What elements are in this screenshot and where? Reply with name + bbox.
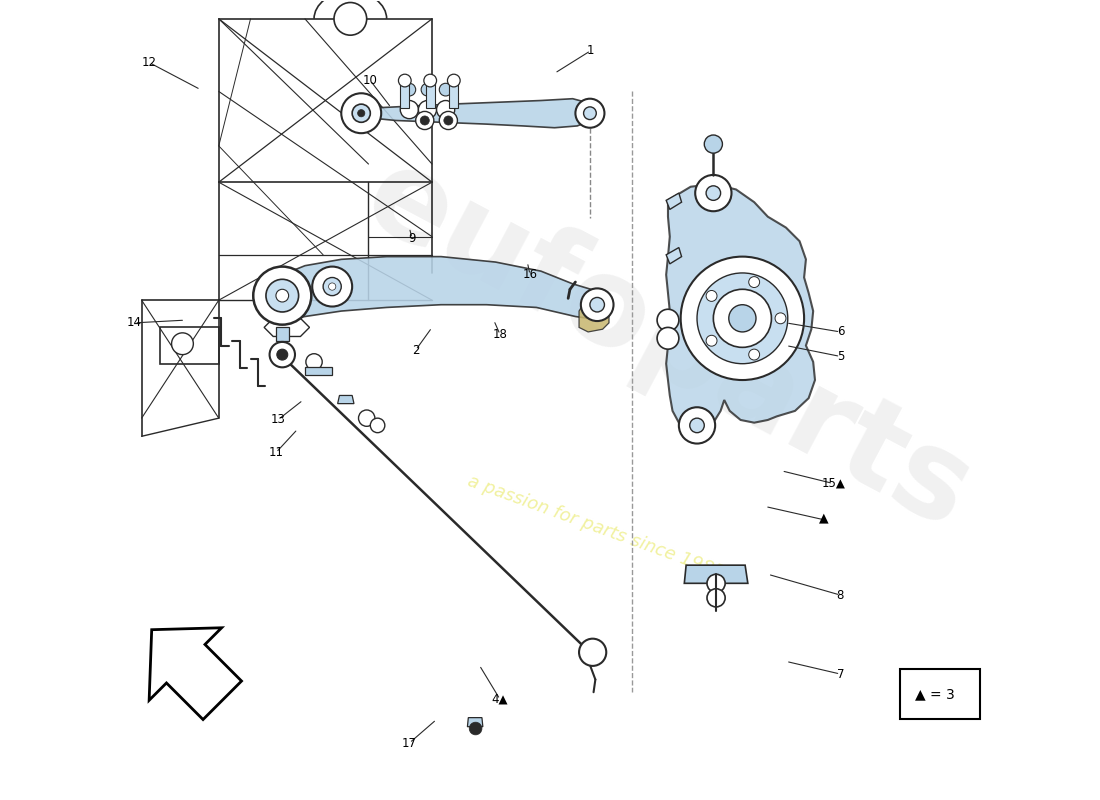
Circle shape: [706, 290, 717, 302]
Circle shape: [679, 407, 715, 443]
Circle shape: [681, 257, 804, 380]
Text: 17: 17: [402, 737, 417, 750]
Circle shape: [323, 278, 341, 296]
Circle shape: [448, 74, 460, 87]
Circle shape: [581, 288, 614, 321]
Circle shape: [575, 98, 605, 128]
Text: 2: 2: [411, 343, 419, 357]
Circle shape: [707, 589, 725, 607]
Circle shape: [657, 327, 679, 349]
Text: 7: 7: [837, 667, 844, 681]
Text: 4▲: 4▲: [492, 693, 508, 706]
Text: 12: 12: [142, 56, 156, 69]
Circle shape: [270, 342, 295, 367]
Polygon shape: [449, 81, 459, 108]
Text: 18: 18: [493, 328, 507, 341]
Text: eufoparts: eufoparts: [345, 137, 991, 554]
Polygon shape: [276, 327, 288, 341]
Circle shape: [584, 107, 596, 119]
Circle shape: [579, 638, 606, 666]
FancyBboxPatch shape: [900, 669, 980, 719]
Polygon shape: [305, 367, 332, 374]
Text: 14: 14: [126, 316, 142, 330]
Polygon shape: [150, 628, 242, 719]
Text: ▲ = 3: ▲ = 3: [915, 687, 955, 701]
Circle shape: [470, 722, 482, 735]
Text: 16: 16: [522, 268, 538, 282]
Text: 10: 10: [363, 74, 377, 87]
Text: 11: 11: [268, 446, 284, 459]
Circle shape: [443, 116, 453, 125]
Text: 9: 9: [408, 232, 416, 245]
Text: a passion for parts since 1985: a passion for parts since 1985: [464, 472, 726, 582]
Polygon shape: [338, 395, 354, 404]
Circle shape: [403, 83, 416, 96]
Circle shape: [690, 418, 704, 433]
Circle shape: [371, 418, 385, 433]
Circle shape: [706, 335, 717, 346]
Polygon shape: [667, 247, 682, 264]
Circle shape: [439, 111, 458, 130]
Circle shape: [352, 104, 371, 122]
Circle shape: [697, 273, 788, 364]
Polygon shape: [579, 302, 609, 332]
Circle shape: [172, 333, 194, 354]
Polygon shape: [468, 718, 483, 726]
Circle shape: [706, 186, 721, 200]
Polygon shape: [273, 257, 605, 320]
Polygon shape: [400, 81, 409, 108]
Circle shape: [421, 83, 433, 96]
Circle shape: [398, 74, 411, 87]
Polygon shape: [426, 81, 434, 108]
Circle shape: [341, 94, 382, 133]
Text: 6: 6: [837, 326, 844, 338]
Circle shape: [416, 111, 433, 130]
Circle shape: [420, 116, 429, 125]
Circle shape: [749, 277, 760, 287]
Circle shape: [306, 354, 322, 370]
Polygon shape: [684, 565, 748, 583]
Circle shape: [334, 2, 366, 35]
Text: 5: 5: [837, 350, 844, 363]
Circle shape: [776, 313, 786, 324]
Circle shape: [729, 305, 756, 332]
Text: 1: 1: [587, 44, 595, 57]
Text: ▲: ▲: [820, 511, 829, 525]
Circle shape: [418, 101, 437, 118]
Circle shape: [707, 574, 725, 592]
Circle shape: [695, 175, 732, 211]
Text: 15▲: 15▲: [822, 477, 845, 490]
Polygon shape: [667, 193, 682, 210]
Polygon shape: [667, 184, 815, 429]
Circle shape: [749, 349, 760, 360]
Circle shape: [400, 101, 418, 118]
Polygon shape: [358, 98, 594, 128]
Text: 13: 13: [271, 414, 285, 426]
Circle shape: [439, 83, 452, 96]
Circle shape: [329, 283, 336, 290]
Circle shape: [424, 74, 437, 87]
Circle shape: [590, 298, 605, 312]
Circle shape: [657, 310, 679, 331]
Circle shape: [437, 101, 454, 118]
Circle shape: [714, 290, 771, 347]
Circle shape: [358, 110, 365, 117]
Circle shape: [253, 266, 311, 325]
Circle shape: [704, 135, 723, 153]
Text: 8: 8: [837, 589, 844, 602]
Circle shape: [312, 266, 352, 306]
Circle shape: [276, 290, 288, 302]
Circle shape: [266, 279, 298, 312]
Circle shape: [359, 410, 375, 426]
Circle shape: [277, 349, 288, 360]
